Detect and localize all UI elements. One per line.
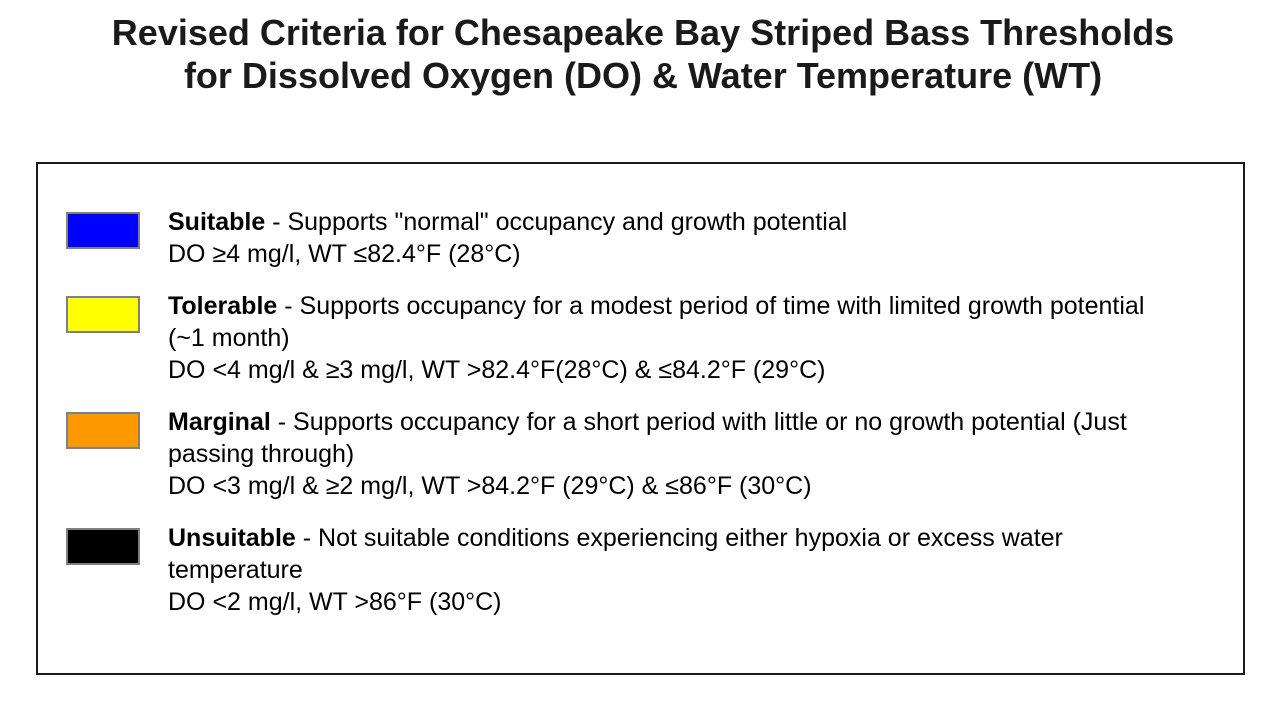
legend-item-description: - Supports occupancy for a short period … — [168, 408, 1127, 468]
legend-item-text: Tolerable - Supports occupancy for a mod… — [168, 290, 1144, 386]
legend-item-label: Tolerable — [168, 292, 278, 320]
legend-item-unsuitable: Unsuitable - Not suitable conditions exp… — [66, 522, 1233, 618]
legend-item-description: - Not suitable conditions experiencing e… — [168, 524, 1063, 584]
legend-item-tolerable: Tolerable - Supports occupancy for a mod… — [66, 290, 1233, 386]
legend-box: Suitable - Supports "normal" occupancy a… — [36, 162, 1245, 675]
tolerable-color-swatch — [66, 296, 140, 333]
legend-item-criteria: DO <4 mg/l & ≥3 mg/l, WT >82.4°F(28°C) &… — [168, 356, 826, 384]
legend-item-description: - Supports occupancy for a modest period… — [168, 292, 1145, 352]
page-title: Revised Criteria for Chesapeake Bay Stri… — [111, 12, 1175, 96]
legend-item-label: Marginal — [168, 408, 271, 436]
legend-item-text: Suitable - Supports "normal" occupancy a… — [168, 206, 847, 270]
marginal-color-swatch — [66, 412, 140, 449]
legend-item-label: Unsuitable — [168, 524, 296, 552]
legend-item-suitable: Suitable - Supports "normal" occupancy a… — [66, 206, 1233, 270]
legend-item-criteria: DO ≥4 mg/l, WT ≤82.4°F (28°C) — [168, 240, 521, 268]
legend-item-criteria: DO <2 mg/l, WT >86°F (30°C) — [168, 588, 502, 616]
legend-item-text: Marginal - Supports occupancy for a shor… — [168, 406, 1127, 502]
legend-item-criteria: DO <3 mg/l & ≥2 mg/l, WT >84.2°F (29°C) … — [168, 472, 812, 500]
legend-item-marginal: Marginal - Supports occupancy for a shor… — [66, 406, 1233, 502]
legend-item-description: - Supports "normal" occupancy and growth… — [265, 208, 848, 236]
unsuitable-color-swatch — [66, 528, 140, 565]
suitable-color-swatch — [66, 212, 140, 249]
legend-item-label: Suitable — [168, 208, 266, 236]
legend-item-text: Unsuitable - Not suitable conditions exp… — [168, 522, 1063, 618]
